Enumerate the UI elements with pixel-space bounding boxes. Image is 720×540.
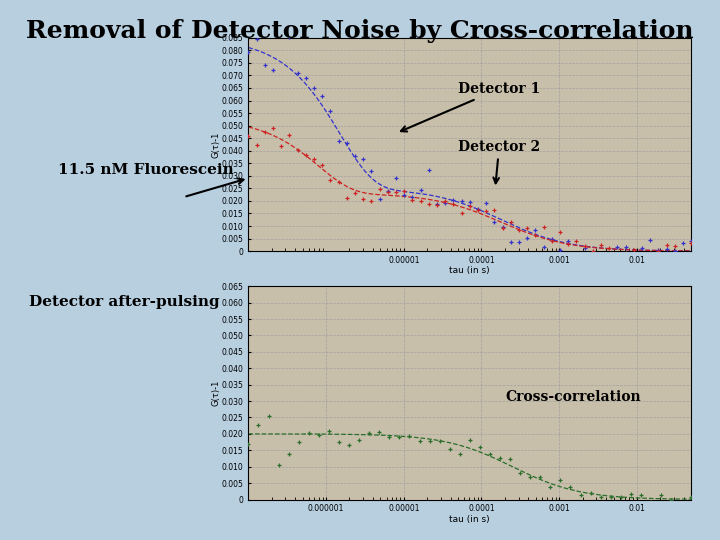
Text: Detector 2: Detector 2 [458,140,540,183]
X-axis label: tau (in s): tau (in s) [449,266,490,275]
Text: Removal of Detector Noise by Cross-correlation: Removal of Detector Noise by Cross-corre… [26,19,694,43]
Text: Cross-correlation: Cross-correlation [505,390,641,404]
Y-axis label: G(τ)-1: G(τ)-1 [211,380,220,406]
X-axis label: tau (in s): tau (in s) [449,515,490,524]
Text: Detector after-pulsing: Detector after-pulsing [29,295,220,309]
Text: 11.5 nM Fluorescein: 11.5 nM Fluorescein [58,163,233,177]
Text: Detector 1: Detector 1 [401,82,540,132]
Y-axis label: G(τ)-1: G(τ)-1 [211,131,220,158]
